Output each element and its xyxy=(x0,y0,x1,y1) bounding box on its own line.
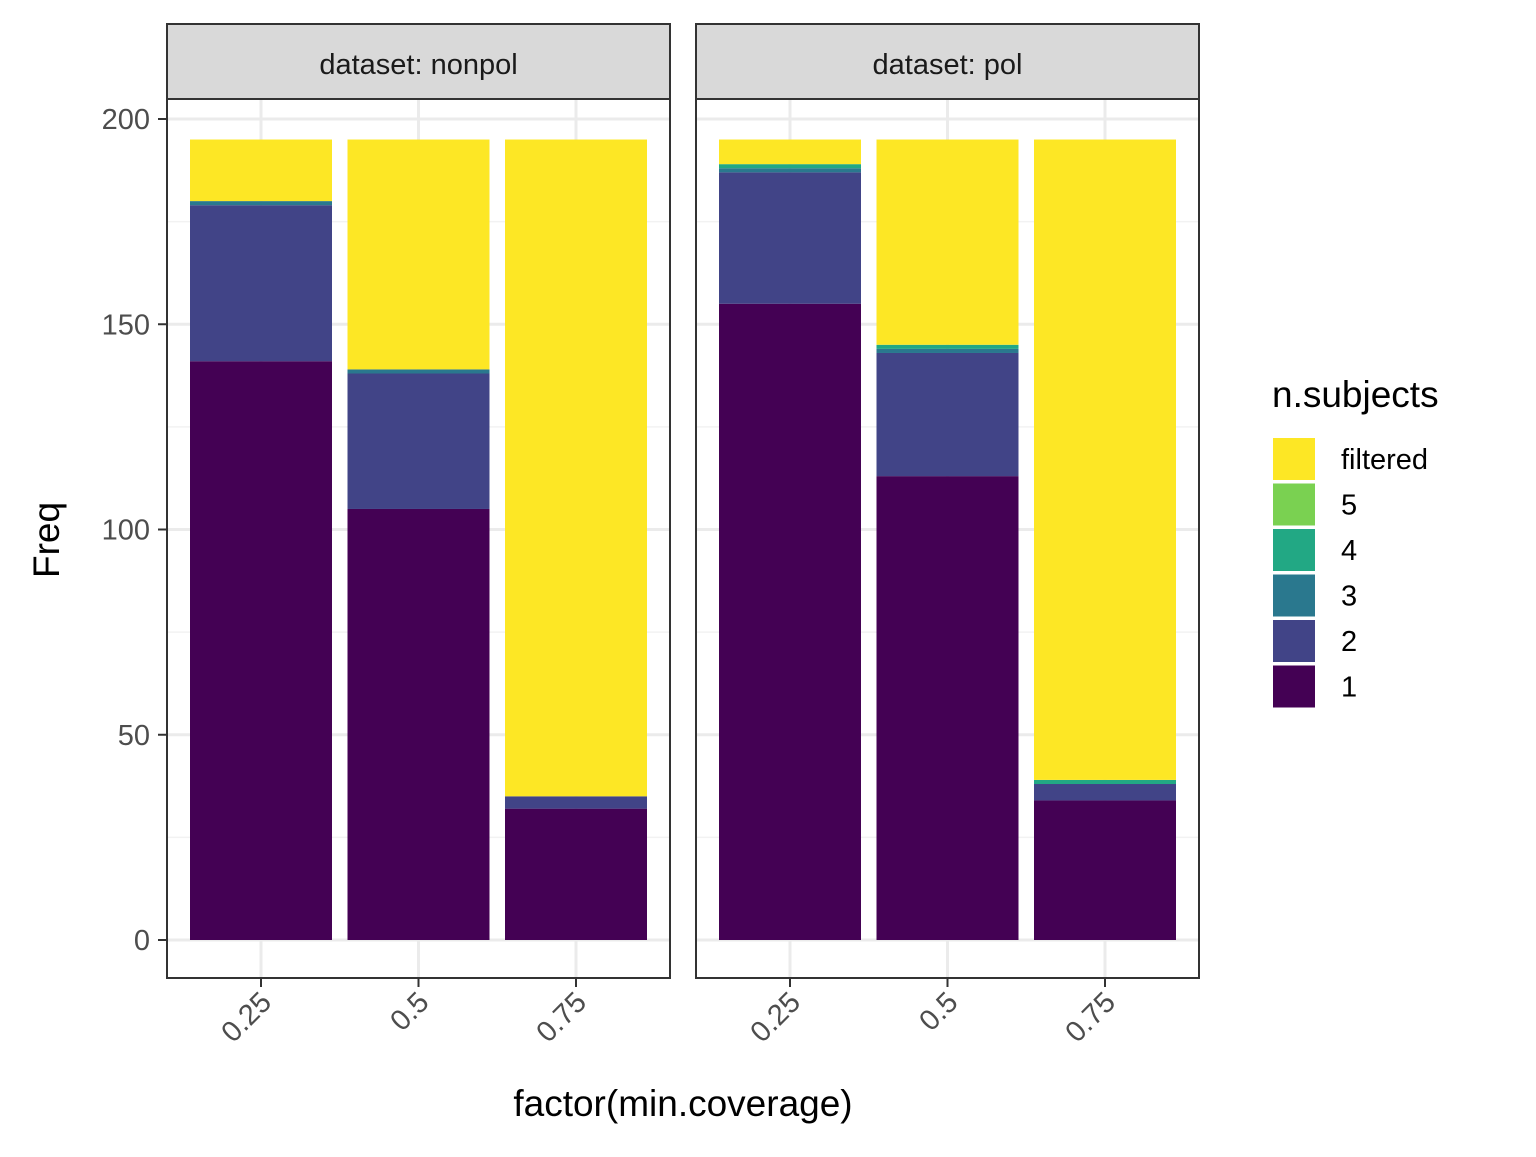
bar-segment-dataset-pol-0_25-1 xyxy=(719,303,861,941)
legend-entry-2: 2 xyxy=(1273,620,1357,662)
bar-segment-dataset-pol-0_5-2 xyxy=(876,352,1019,477)
legend-key xyxy=(1273,665,1315,708)
bar-segment-dataset-pol-0_25-filtered xyxy=(719,139,861,165)
legend-entry-4: 4 xyxy=(1273,529,1357,571)
legend-label: 4 xyxy=(1341,535,1357,567)
bar-segment-dataset-pol-0_25-4 xyxy=(719,164,861,169)
y-tick-label: 50 xyxy=(118,720,150,752)
facet-strip-label: dataset: nonpol xyxy=(319,49,517,81)
bar-segment-dataset-nonpol-0_25-2 xyxy=(190,205,332,362)
panel-dataset-pol: dataset: pol 0.25 0.5 0.75 xyxy=(695,23,1200,1049)
x-axis-title: factor(min.coverage) xyxy=(513,1083,852,1124)
bar-segment-dataset-pol-0_75-1 xyxy=(1034,800,1176,940)
bar-segment-dataset-pol-0_25-3 xyxy=(719,168,861,173)
bar-segment-dataset-pol-0_75-filtered xyxy=(1034,139,1176,780)
y-tick-label: 0 xyxy=(134,925,150,957)
x-tick-label: 0.75 xyxy=(1059,986,1122,1049)
legend-label: filtered xyxy=(1341,444,1428,476)
bar-segment-dataset-pol-0_75-2 xyxy=(1034,784,1176,801)
bar-segment-dataset-nonpol-0_75-filtered xyxy=(505,139,647,797)
legend-title: n.subjects xyxy=(1272,374,1439,415)
bar-segment-dataset-pol-0_5-4 xyxy=(876,344,1019,349)
bar-segment-dataset-pol-0_5-filtered xyxy=(876,139,1019,345)
legend: n.subjects filtered 5 4 3 2 1 xyxy=(1272,374,1439,708)
bar-segment-dataset-nonpol-0_5-filtered xyxy=(347,139,490,370)
y-tick-label: 100 xyxy=(102,515,150,547)
y-tick-label: 150 xyxy=(102,309,150,341)
bar-segment-dataset-nonpol-0_5-1 xyxy=(347,508,490,940)
y-tick-label: 200 xyxy=(102,104,150,136)
x-tick-label: 0.25 xyxy=(744,986,807,1049)
legend-label: 1 xyxy=(1341,672,1357,704)
legend-label: 5 xyxy=(1341,490,1357,522)
bar-segment-dataset-pol-0_75-4 xyxy=(1034,779,1176,785)
legend-entry-filtered: filtered xyxy=(1273,438,1428,480)
bar-segment-dataset-pol-0_25-2 xyxy=(719,172,861,304)
x-tick-label: 0.75 xyxy=(530,986,593,1049)
facet-strip-label: dataset: pol xyxy=(873,49,1023,81)
legend-entry-1: 1 xyxy=(1273,665,1357,708)
bar-segment-dataset-nonpol-0_25-3 xyxy=(190,201,332,206)
legend-key xyxy=(1273,438,1315,480)
bar-segment-dataset-nonpol-0_5-2 xyxy=(347,373,490,509)
x-tick-label: 0.25 xyxy=(215,986,278,1049)
bar-segment-dataset-pol-0_5-3 xyxy=(876,348,1019,353)
legend-key xyxy=(1273,574,1315,617)
legend-key xyxy=(1273,483,1315,526)
bar-segment-dataset-nonpol-0_25-1 xyxy=(190,361,332,940)
legend-label: 3 xyxy=(1341,581,1357,613)
bar-segment-dataset-nonpol-0_75-2 xyxy=(505,796,647,809)
legend-label: 2 xyxy=(1341,626,1357,658)
y-axis-title: Freq xyxy=(26,502,67,578)
facet-strip xyxy=(166,23,671,100)
legend-key xyxy=(1273,620,1315,662)
legend-key xyxy=(1273,529,1315,571)
bar-segment-dataset-nonpol-0_25-filtered xyxy=(190,139,332,202)
panels-layer: dataset: nonpol 0.25 0.5 0.75 dataset: pol 0.… xyxy=(166,23,1200,1049)
y-axis: 0 50 100 150 200 xyxy=(102,104,167,957)
panel-dataset-nonpol: dataset: nonpol 0.25 0.5 0.75 xyxy=(166,23,671,1049)
legend-entry-5: 5 xyxy=(1273,483,1357,526)
x-tick-label: 0.5 xyxy=(913,986,964,1037)
x-tick-label: 0.5 xyxy=(384,986,435,1037)
facet-strip xyxy=(695,23,1200,100)
bar-segment-dataset-nonpol-0_5-3 xyxy=(347,369,490,374)
bar-segment-dataset-pol-0_5-1 xyxy=(876,476,1019,940)
legend-entry-3: 3 xyxy=(1273,574,1357,617)
bar-segment-dataset-nonpol-0_75-1 xyxy=(505,808,647,940)
